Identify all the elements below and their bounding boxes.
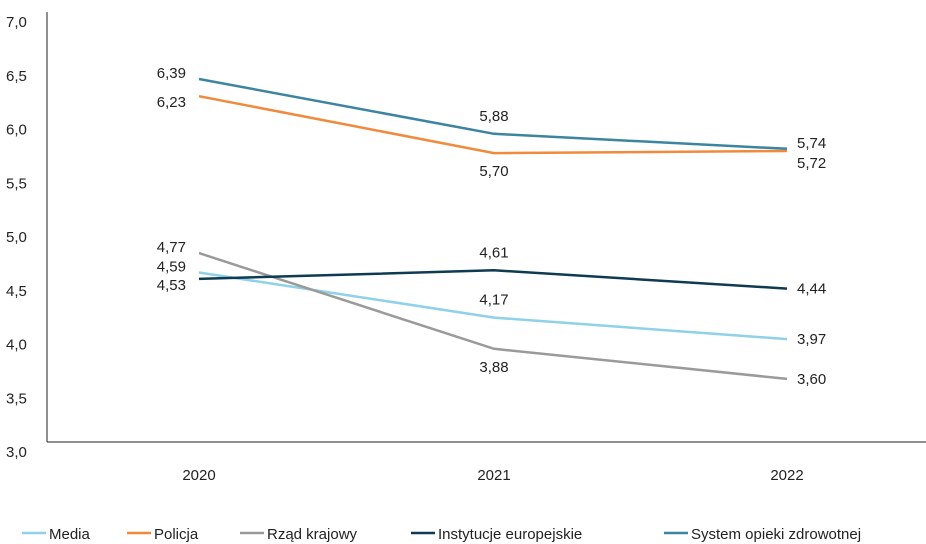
data-label: 4,77 [157, 239, 186, 256]
data-label: 4,59 [157, 258, 186, 275]
data-label: 3,60 [797, 371, 826, 388]
data-label: 4,53 [157, 277, 186, 294]
x-axis-ticks: 2020 2021 2022 [182, 467, 803, 484]
x-tick-label: 2021 [477, 467, 510, 484]
data-label: 4,44 [797, 281, 826, 298]
series-line-instytucje-europejskie [198, 269, 788, 290]
data-labels: 6,39 6,23 4,77 4,59 4,53 5,88 5,70 4,61 4,17 3,88… [157, 65, 826, 388]
data-label: 5,74 [797, 135, 826, 152]
y-tick-label: 5,5 [6, 175, 27, 192]
legend-label: Instytucje europejskie [438, 526, 582, 543]
y-tick-label: 6,5 [6, 68, 27, 85]
series-line-system-opieki-zdrowotnej [198, 77, 788, 151]
y-tick-label: 7,0 [6, 14, 27, 31]
y-tick-label: 6,0 [6, 122, 27, 139]
legend-label: Policja [154, 526, 199, 543]
x-tick-label: 2020 [182, 467, 215, 484]
data-label: 5,70 [479, 163, 508, 180]
y-axis-ticks: 3,0 3,5 4,0 4,5 5,0 5,5 6,0 6,5 7,0 [6, 14, 27, 461]
y-tick-label: 3,0 [6, 444, 27, 461]
series-line-rz-d-krajowy [198, 251, 788, 381]
data-label: 5,72 [797, 155, 826, 172]
series-line-media [198, 271, 788, 341]
data-label: 6,23 [157, 94, 186, 111]
legend-label: Media [49, 526, 91, 543]
x-tick-label: 2022 [770, 467, 803, 484]
y-tick-label: 4,0 [6, 337, 27, 354]
data-label: 4,17 [479, 292, 508, 309]
legend-label: Rząd krajowy [267, 526, 358, 543]
data-label: 3,88 [479, 359, 508, 376]
data-label: 6,39 [157, 65, 186, 82]
legend: Media Policja Rząd krajowy Instytucje europ… [22, 526, 861, 543]
data-label: 5,88 [479, 108, 508, 125]
series-lines [198, 77, 788, 381]
legend-label: System opieki zdrowotnej [691, 526, 861, 543]
data-label: 4,61 [479, 244, 508, 261]
y-tick-label: 3,5 [6, 390, 27, 407]
data-label: 3,97 [797, 331, 826, 348]
y-tick-label: 5,0 [6, 229, 27, 246]
y-tick-label: 4,5 [6, 283, 27, 300]
series-line-policja [198, 94, 788, 155]
